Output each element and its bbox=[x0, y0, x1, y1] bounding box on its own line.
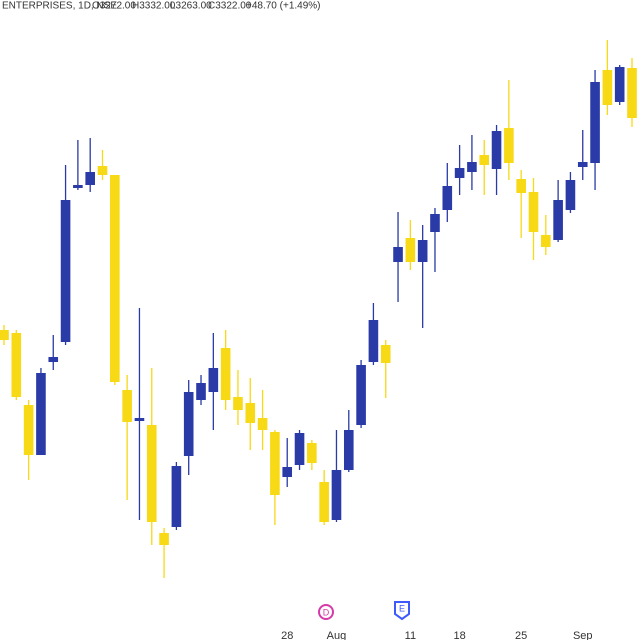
candle-body bbox=[504, 128, 514, 163]
candle-body bbox=[565, 180, 576, 210]
x-tick-label: 25 bbox=[515, 630, 527, 640]
header: ENTERPRISES, 1D, NSE O3272.00 H3332.00 L… bbox=[2, 1, 321, 12]
candle-body bbox=[491, 131, 502, 169]
event-badge bbox=[394, 601, 410, 621]
candle-body bbox=[0, 330, 9, 340]
candle-body bbox=[479, 155, 490, 165]
candle-body bbox=[208, 368, 219, 392]
candle-body bbox=[331, 470, 342, 520]
candle-body bbox=[430, 214, 440, 232]
close-value: C3322.00 bbox=[208, 1, 252, 12]
candle-body bbox=[97, 166, 108, 175]
candle-body bbox=[380, 345, 391, 363]
candle-body bbox=[60, 200, 71, 342]
candle-body bbox=[442, 186, 453, 210]
candle-body bbox=[614, 67, 625, 102]
candle-body bbox=[122, 390, 132, 422]
candle-body bbox=[270, 432, 280, 495]
candle-body bbox=[159, 533, 169, 545]
candle-body bbox=[405, 238, 416, 262]
candle-body bbox=[36, 373, 46, 455]
x-tick-label: Aug bbox=[327, 630, 347, 640]
candle-body bbox=[171, 466, 182, 527]
event-label: D bbox=[323, 607, 330, 617]
candle-body bbox=[110, 175, 120, 382]
high-value: H3332.00 bbox=[132, 1, 176, 12]
candle-body bbox=[146, 425, 157, 522]
candle-body bbox=[467, 162, 477, 172]
open-value: O3272.00 bbox=[92, 1, 136, 12]
candle-body bbox=[220, 348, 231, 400]
low-value: L3263.00 bbox=[170, 1, 212, 12]
symbol: ENTERPRISES, 1D, NSE bbox=[2, 1, 117, 12]
candle-body bbox=[282, 467, 293, 477]
candle-body bbox=[602, 70, 613, 105]
x-tick-label: Sep bbox=[573, 630, 593, 640]
candle-body bbox=[528, 192, 539, 232]
candle-body bbox=[196, 383, 206, 400]
candle-body bbox=[553, 200, 563, 240]
candle-body bbox=[307, 443, 317, 463]
event-marker[interactable]: E bbox=[394, 601, 410, 621]
candle-body bbox=[417, 240, 428, 262]
x-tick-label: 28 bbox=[281, 630, 293, 640]
candle-body bbox=[183, 392, 194, 456]
candle-body bbox=[48, 357, 59, 362]
candle-body bbox=[134, 418, 145, 421]
candle-body bbox=[245, 403, 256, 423]
candle-body bbox=[233, 397, 243, 410]
candle-body bbox=[73, 185, 83, 188]
candle-body bbox=[257, 418, 268, 430]
change-value: +48.70 (+1.49%) bbox=[246, 1, 321, 12]
candle-body bbox=[577, 162, 588, 167]
candle-body bbox=[516, 179, 526, 193]
candle-body bbox=[343, 430, 354, 470]
candle-body bbox=[356, 365, 366, 425]
candle-body bbox=[393, 247, 403, 262]
candle-body bbox=[627, 68, 637, 118]
candle-body bbox=[368, 320, 379, 362]
candle-body bbox=[541, 235, 551, 247]
event-circle bbox=[318, 604, 334, 620]
event-label: E bbox=[399, 603, 405, 613]
candle-body bbox=[319, 482, 329, 522]
candle-body bbox=[454, 168, 465, 178]
candle-body bbox=[11, 333, 22, 397]
candle-body bbox=[590, 82, 600, 163]
x-tick-label: 18 bbox=[453, 630, 465, 640]
x-tick-label: 11 bbox=[405, 630, 416, 640]
candle-body bbox=[85, 172, 95, 185]
event-marker[interactable]: D bbox=[318, 604, 334, 620]
candle-body bbox=[23, 405, 34, 455]
candle-body bbox=[294, 433, 305, 465]
